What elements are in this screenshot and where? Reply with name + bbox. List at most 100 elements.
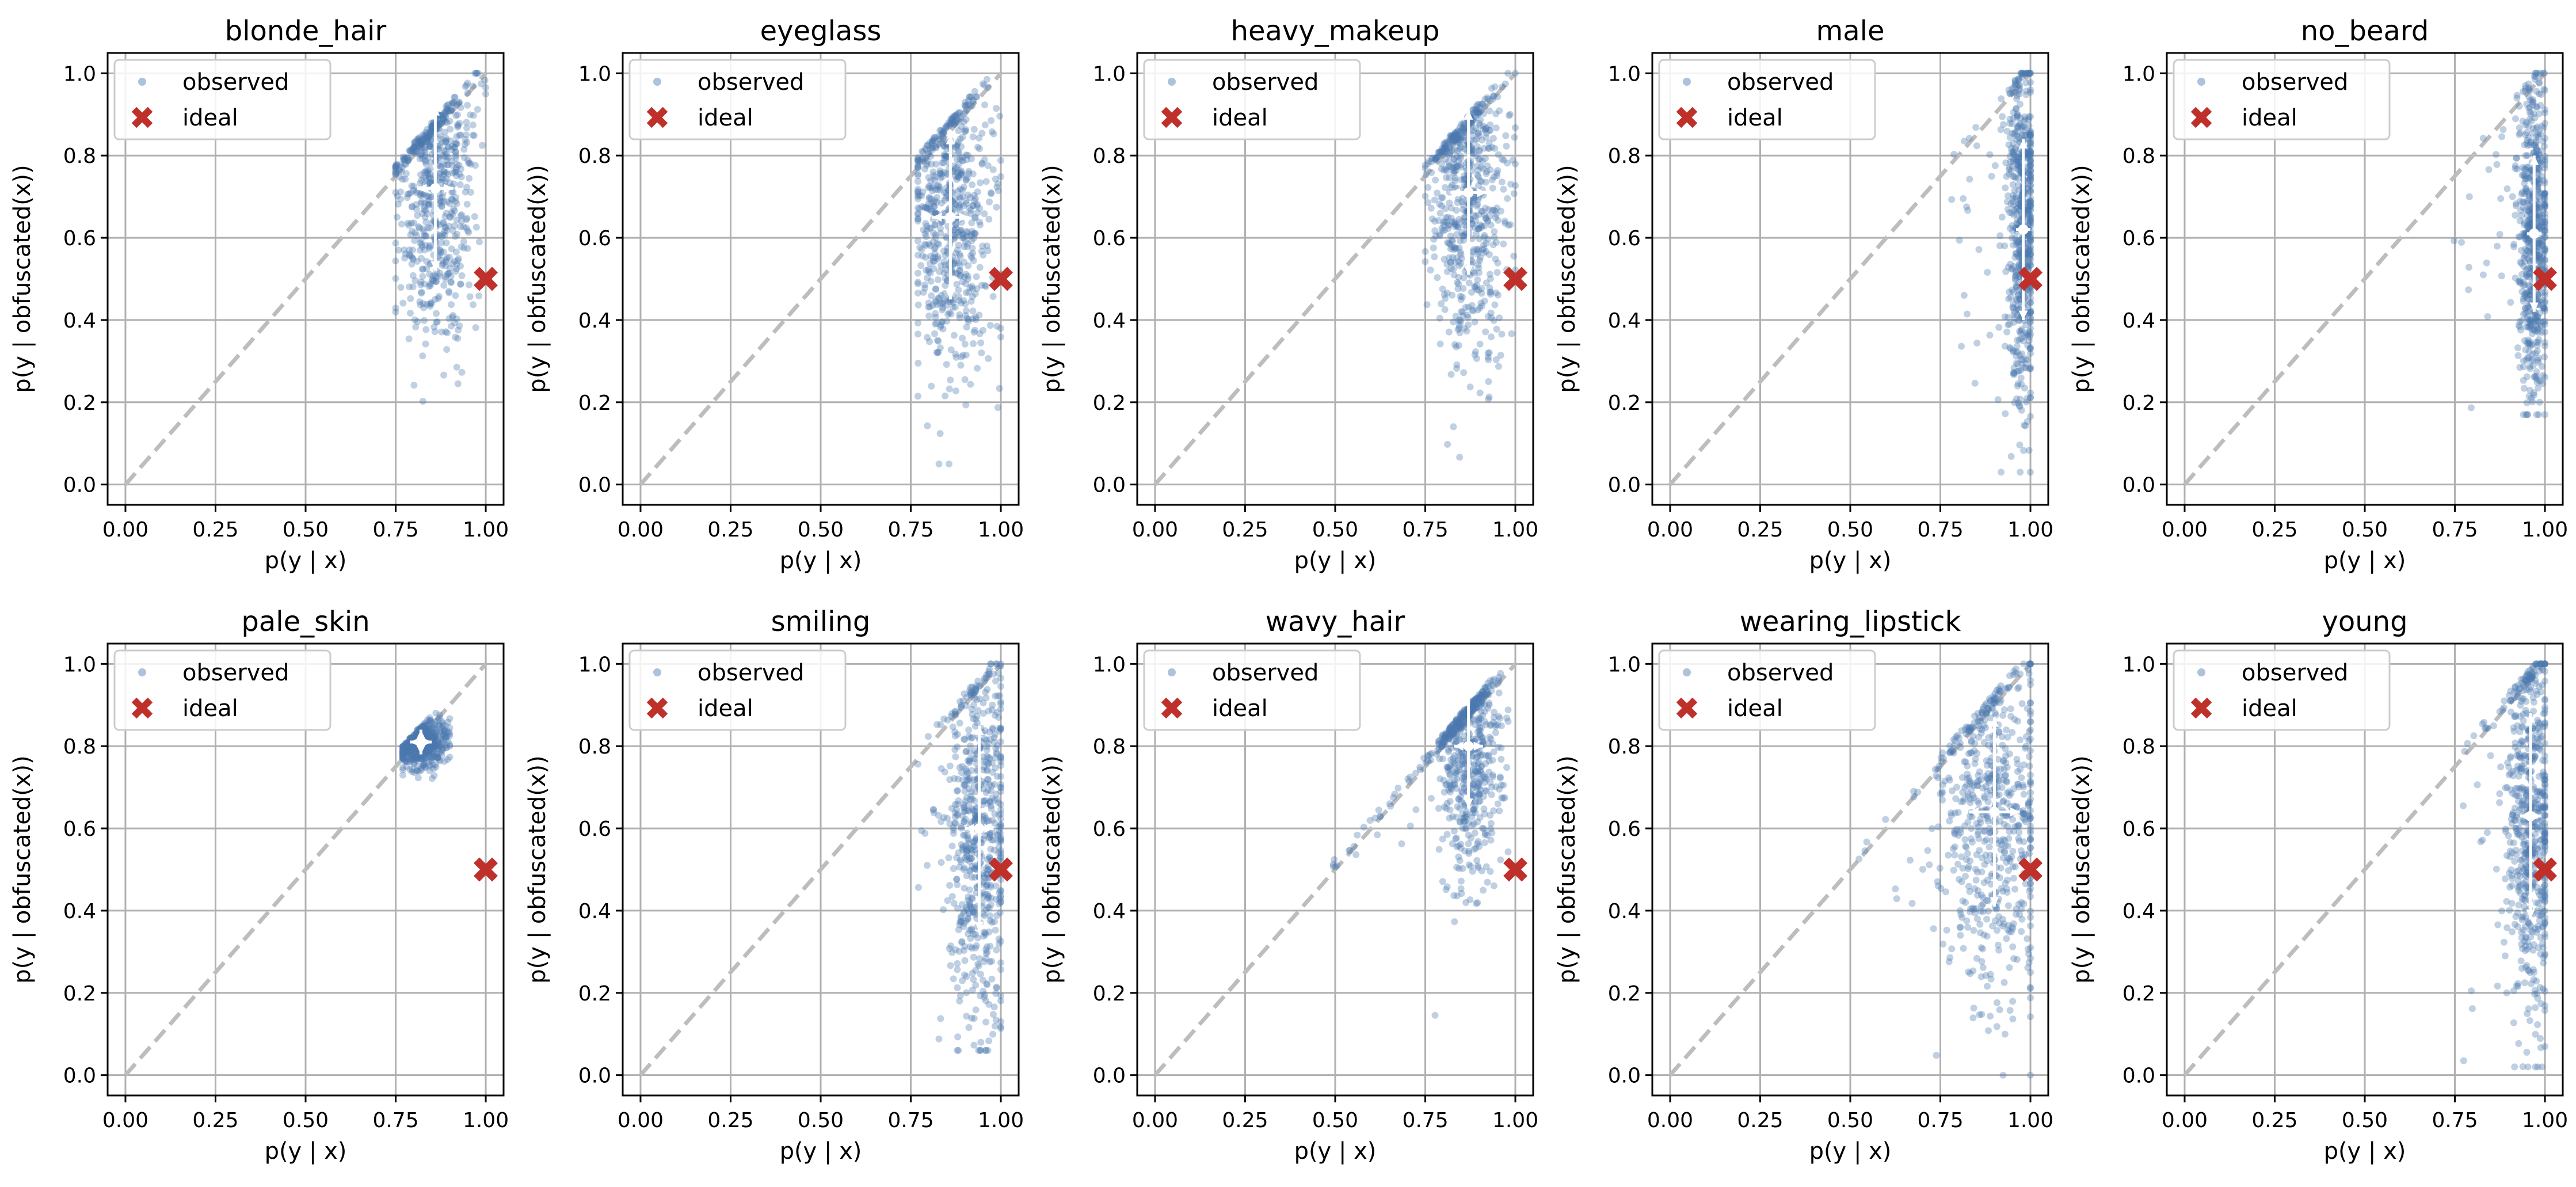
observed-point bbox=[1475, 246, 1482, 253]
observed-point bbox=[966, 93, 973, 101]
observed-point bbox=[1473, 286, 1480, 294]
observed-point bbox=[435, 295, 442, 302]
y-tick-label: 0.0 bbox=[578, 474, 611, 497]
observed-point bbox=[953, 280, 961, 288]
observed-point bbox=[452, 248, 460, 256]
observed-point bbox=[1484, 313, 1492, 320]
observed-point bbox=[443, 135, 450, 142]
observed-point bbox=[405, 191, 413, 198]
observed-point bbox=[443, 175, 450, 182]
observed-point bbox=[427, 123, 435, 131]
observed-point bbox=[969, 133, 977, 140]
observed-point bbox=[413, 206, 420, 213]
observed-point bbox=[2026, 345, 2034, 352]
observed-point bbox=[985, 1000, 993, 1008]
observed-point bbox=[914, 330, 921, 338]
observed-point bbox=[1493, 269, 1501, 276]
observed-point bbox=[971, 722, 979, 730]
legend-observed-label: observed bbox=[698, 660, 804, 686]
observed-point bbox=[452, 333, 459, 341]
observed-point bbox=[1986, 332, 1994, 339]
observed-point bbox=[2002, 184, 2009, 192]
observed-point bbox=[978, 130, 986, 137]
observed-point bbox=[1448, 236, 1455, 244]
x-axis-label: p(y | x) bbox=[1809, 547, 1892, 574]
observed-point bbox=[451, 169, 459, 176]
observed-point bbox=[931, 330, 938, 337]
observed-point bbox=[914, 301, 922, 309]
observed-point bbox=[418, 210, 426, 217]
observed-point bbox=[418, 140, 425, 147]
observed-point bbox=[924, 862, 931, 869]
observed-point bbox=[1948, 196, 1956, 203]
observed-point bbox=[406, 250, 413, 258]
observed-point bbox=[425, 200, 432, 208]
observed-point bbox=[951, 732, 959, 740]
observed-point bbox=[997, 821, 1004, 829]
y-tick-label: 0.6 bbox=[578, 817, 611, 841]
observed-point bbox=[417, 191, 424, 198]
observed-point bbox=[2023, 395, 2030, 402]
observed-point bbox=[982, 283, 990, 290]
observed-point bbox=[414, 139, 421, 146]
observed-point bbox=[969, 181, 976, 188]
legend-ideal-label: ideal bbox=[1727, 105, 1783, 131]
observed-point bbox=[942, 281, 949, 289]
observed-point bbox=[980, 326, 986, 334]
observed-point bbox=[2520, 279, 2527, 286]
observed-point bbox=[428, 775, 436, 782]
observed-point bbox=[429, 277, 436, 284]
observed-point bbox=[432, 278, 440, 286]
observed-point bbox=[421, 214, 429, 221]
observed-point bbox=[2507, 299, 2514, 306]
observed-point bbox=[453, 164, 460, 172]
observed-point bbox=[418, 241, 425, 248]
observed-point bbox=[957, 703, 965, 710]
observed-point bbox=[463, 200, 471, 208]
observed-point bbox=[2458, 239, 2465, 246]
observed-point bbox=[943, 317, 951, 325]
observed-point bbox=[924, 733, 932, 740]
observed-point bbox=[399, 764, 406, 771]
observed-point bbox=[1991, 162, 1999, 169]
observed-point bbox=[959, 352, 967, 359]
observed-point bbox=[1996, 232, 2004, 239]
observed-point bbox=[1457, 260, 1465, 267]
observed-point bbox=[416, 224, 423, 231]
y-tick-label: 0.4 bbox=[578, 309, 611, 333]
observed-point bbox=[447, 279, 455, 286]
y-axis-label: p(y | obfuscated(x)) bbox=[524, 165, 551, 393]
observed-point bbox=[935, 276, 942, 283]
observed-point bbox=[1434, 189, 1441, 197]
observed-point bbox=[2011, 151, 2018, 159]
observed-point bbox=[424, 135, 432, 142]
observed-point bbox=[2027, 132, 2034, 140]
observed-point bbox=[396, 166, 403, 174]
observed-point bbox=[443, 157, 451, 164]
observed-point bbox=[2520, 376, 2527, 384]
observed-point bbox=[436, 272, 443, 280]
observed-point bbox=[1496, 107, 1503, 115]
legend-observed-label: observed bbox=[182, 660, 289, 686]
observed-point bbox=[447, 107, 455, 115]
observed-point bbox=[426, 302, 434, 310]
observed-point bbox=[1486, 271, 1493, 278]
x-tick-label: 0.00 bbox=[102, 518, 148, 542]
observed-point bbox=[2027, 186, 2034, 193]
observed-point bbox=[426, 131, 434, 138]
observed-point bbox=[417, 279, 425, 286]
observed-point bbox=[993, 831, 1001, 838]
observed-point bbox=[964, 275, 971, 283]
observed-point bbox=[394, 192, 401, 200]
observed-point bbox=[986, 322, 994, 329]
y-tick-label: 0.8 bbox=[1093, 144, 1126, 168]
observed-point bbox=[437, 163, 444, 170]
observed-point bbox=[2015, 336, 2023, 344]
observed-point bbox=[992, 1017, 1000, 1024]
observed-point bbox=[966, 943, 974, 950]
observed-point bbox=[460, 244, 468, 252]
observed-point bbox=[448, 322, 455, 330]
observed-point bbox=[437, 132, 444, 140]
observed-point bbox=[2006, 321, 2013, 328]
observed-point bbox=[440, 219, 447, 226]
